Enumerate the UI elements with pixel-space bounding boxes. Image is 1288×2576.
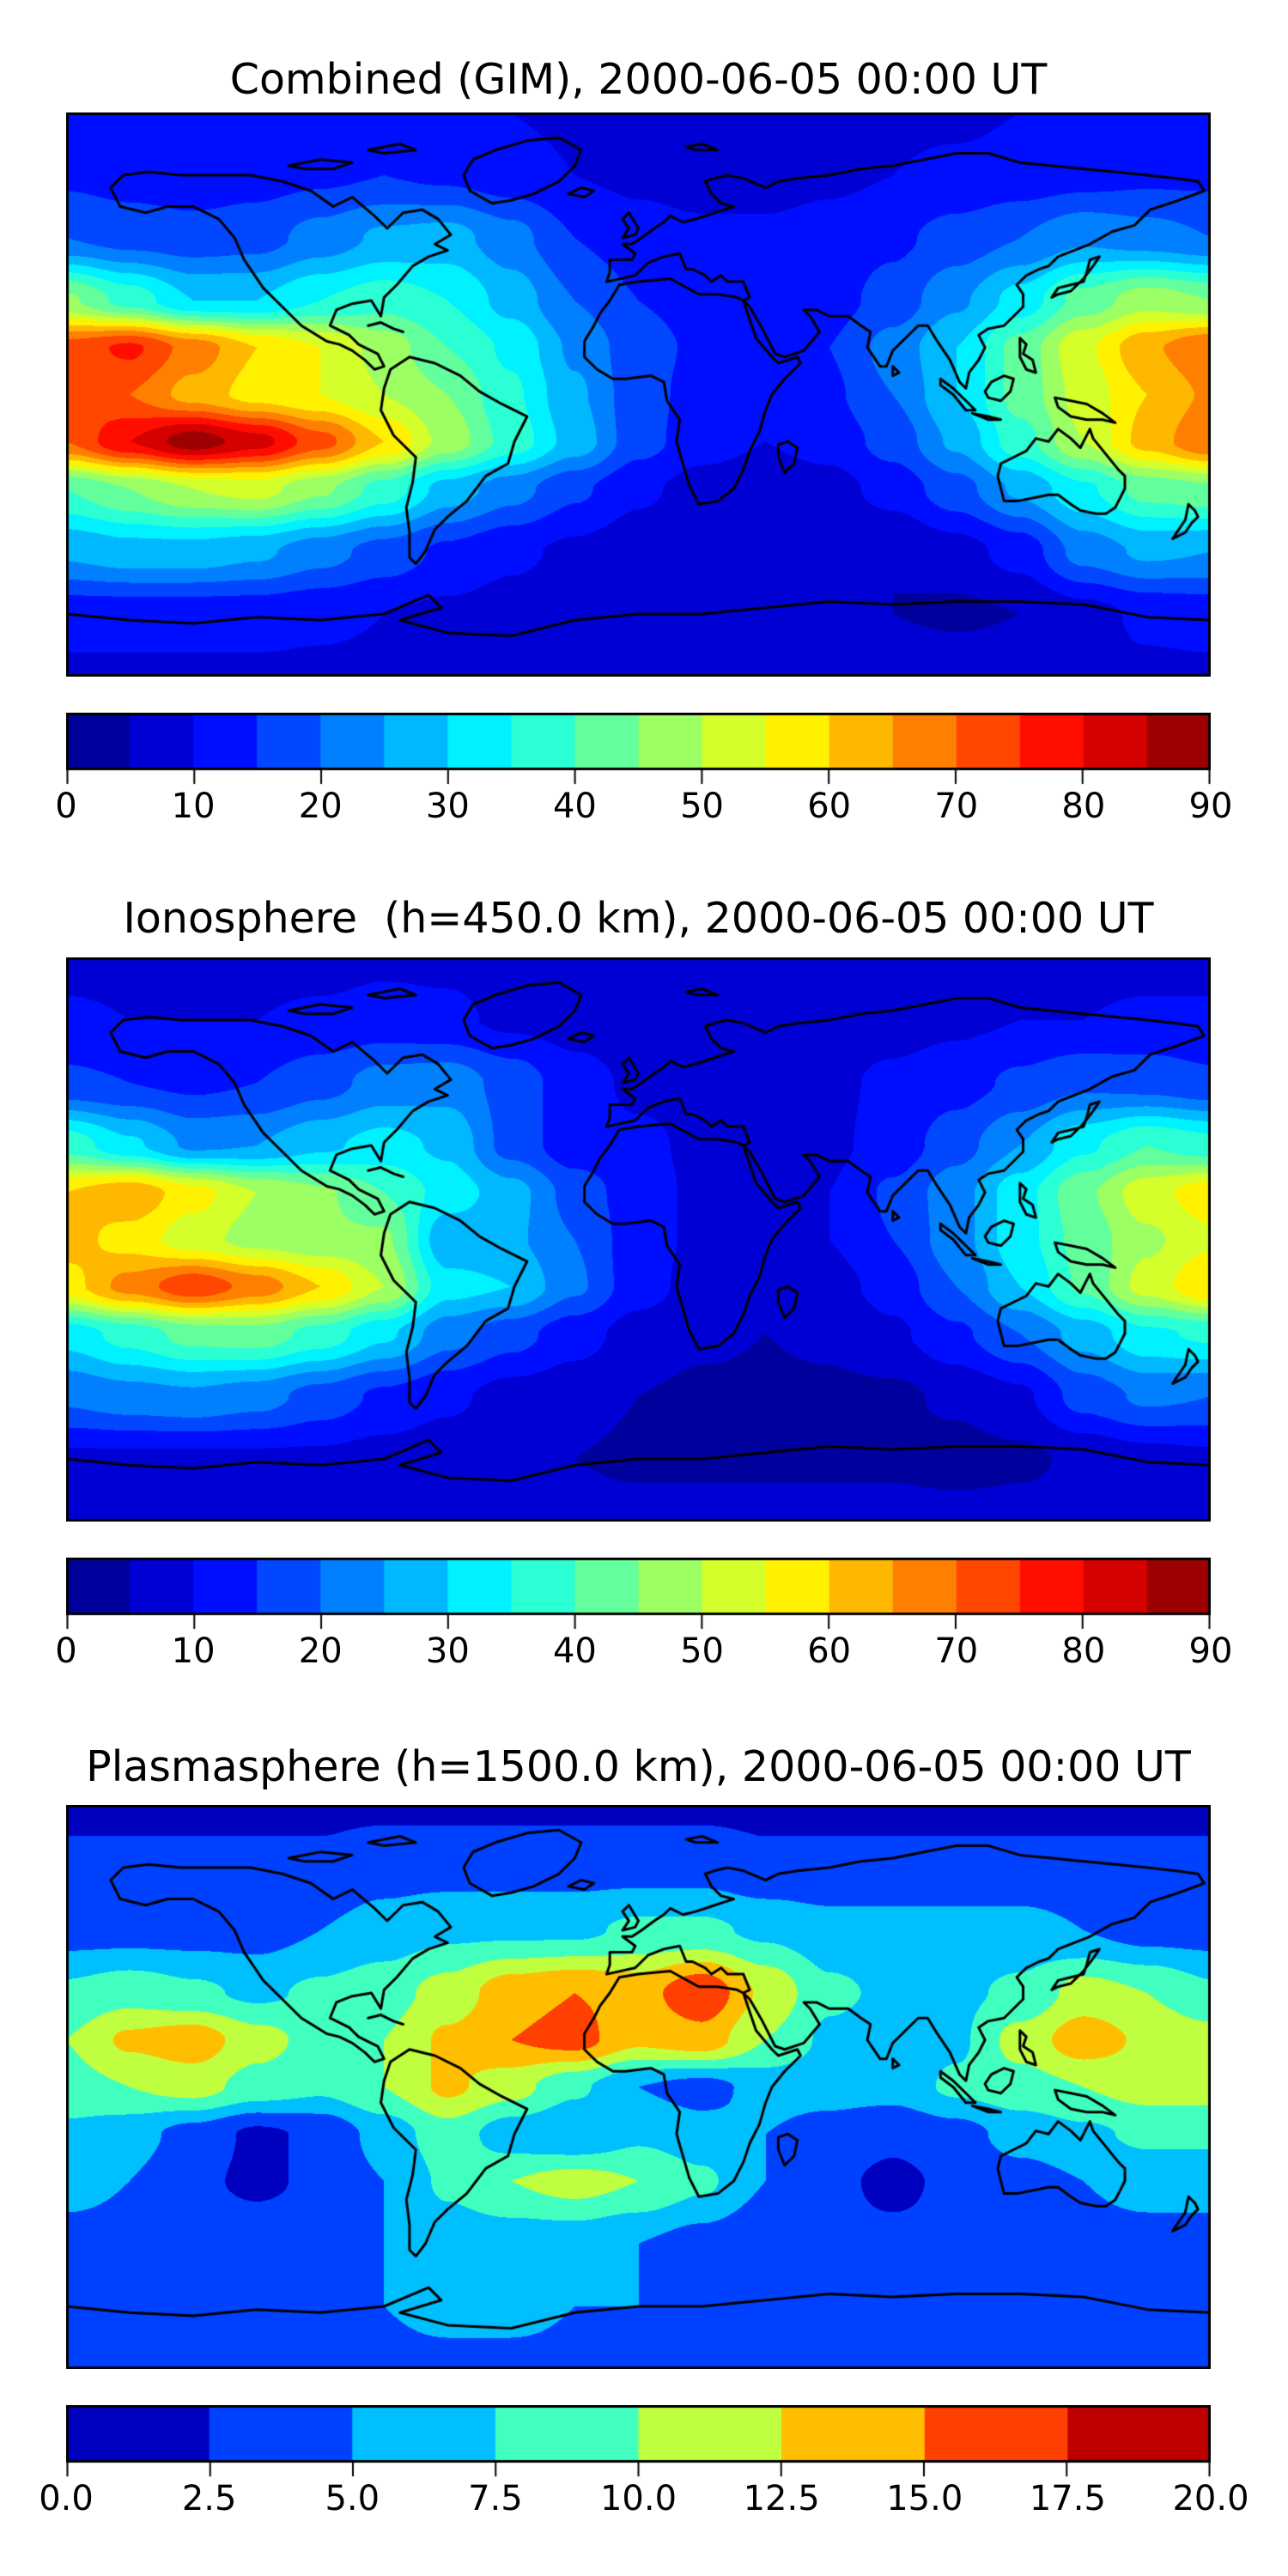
colorbar-tick-label: 12.5 — [743, 2479, 820, 2518]
colorbar-tick-label: 5.0 — [325, 2479, 380, 2518]
colorbar-tick-label: 0 — [55, 787, 77, 826]
colorbar-tick-label: 7.5 — [468, 2479, 523, 2518]
colorbar-tick-label: 70 — [934, 787, 979, 826]
colorbar-canvas-ionosphere — [66, 1558, 1211, 1631]
colorbar-tick-label: 17.5 — [1029, 2479, 1106, 2518]
colorbar-tick-label: 20 — [298, 787, 343, 826]
colorbar-tick-label: 70 — [934, 1631, 979, 1671]
colorbar-tick-label: 60 — [807, 787, 852, 826]
colorbar-tick-label: 90 — [1188, 1631, 1233, 1671]
map-canvas-plasmasphere — [66, 1805, 1211, 2369]
colorbar-tick-label: 15.0 — [886, 2479, 963, 2518]
panel-title-plasmasphere: Plasmasphere (h=1500.0 km), 2000-06-05 0… — [86, 1742, 1191, 1791]
colorbar-tick-labels-combined: 0 10 20 30 40 50 60 70 80 90 — [55, 787, 1232, 829]
colorbar-tick-label: 10 — [171, 1631, 216, 1671]
colorbar-tick-label: 80 — [1061, 787, 1106, 826]
colorbar-tick-label: 40 — [552, 787, 597, 826]
colorbar-tick-label: 30 — [425, 1631, 470, 1671]
map-canvas-combined — [66, 112, 1211, 677]
colorbar-tick-label: 20.0 — [1172, 2479, 1249, 2518]
colorbar-tick-label: 20 — [298, 1631, 343, 1671]
map-canvas-ionosphere — [66, 957, 1211, 1522]
colorbar-tick-label: 50 — [680, 1631, 724, 1671]
colorbar-tick-label: 10 — [171, 787, 216, 826]
colorbar-tick-label: 60 — [807, 1631, 852, 1671]
colorbar-tick-labels-plasmasphere: 0.0 2.5 5.0 7.5 10.0 12.5 15.0 17.5 20.0 — [39, 2479, 1249, 2522]
colorbar-canvas-combined — [66, 713, 1211, 787]
colorbar-canvas-plasmasphere — [66, 2405, 1211, 2479]
panel-title-ionosphere: Ionosphere (h=450.0 km), 2000-06-05 00:0… — [123, 894, 1154, 943]
colorbar-tick-labels-ionosphere: 0 10 20 30 40 50 60 70 80 90 — [55, 1631, 1232, 1674]
panel-title-combined: Combined (GIM), 2000-06-05 00:00 UT — [229, 55, 1048, 104]
colorbar-tick-label: 80 — [1061, 1631, 1106, 1671]
colorbar-tick-label: 40 — [552, 1631, 597, 1671]
colorbar-tick-label: 30 — [425, 787, 470, 826]
colorbar-tick-label: 2.5 — [181, 2479, 237, 2518]
colorbar-tick-label: 10.0 — [599, 2479, 677, 2518]
colorbar-tick-label: 0.0 — [39, 2479, 94, 2518]
colorbar-tick-label: 90 — [1188, 787, 1233, 826]
colorbar-tick-label: 50 — [680, 787, 724, 826]
colorbar-tick-label: 0 — [55, 1631, 77, 1671]
